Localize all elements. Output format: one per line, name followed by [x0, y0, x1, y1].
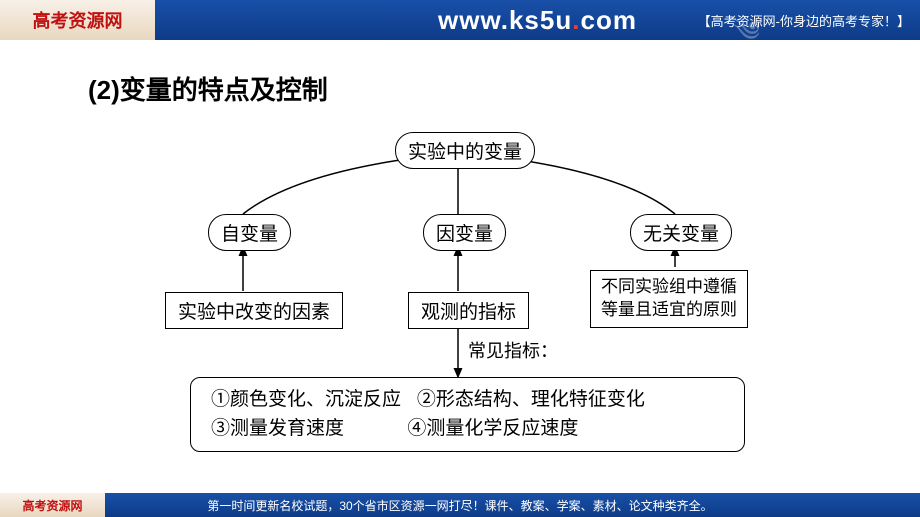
node-root: 实验中的变量 — [395, 132, 535, 169]
footer-text: 第一时间更新名校试题，30个省市区资源一网打尽！课件、教案、学案、素材、论文种类… — [207, 497, 712, 514]
header-bar: 高考资源网 www.ks5u.com ༄ 【高考资源网-你身边的高考专家！】 — [0, 0, 920, 40]
footer-bar: 高考资源网 第一时间更新名校试题，30个省市区资源一网打尽！课件、教案、学案、素… — [0, 493, 920, 517]
page-title: (2)变量的特点及控制 — [88, 70, 840, 107]
ind-3: ③测量发育速度 — [211, 418, 344, 439]
footer-logo: 高考资源网 — [0, 493, 105, 517]
ind-4: ④测量化学反应速度 — [407, 418, 578, 439]
desc-irrelevant-l1: 不同实验组中遵循 — [601, 276, 737, 299]
node-irrelevant: 无关变量 — [630, 214, 732, 251]
node-dependent: 因变量 — [423, 214, 506, 251]
logo-box: 高考资源网 — [0, 0, 155, 40]
content-area: (2)变量的特点及控制 实验中的变量 自变量 因变量 无关变量 实验中改变的因素… — [0, 40, 920, 502]
desc-dependent: 观测的指标 — [408, 292, 529, 329]
desc-irrelevant: 不同实验组中遵循 等量且适宜的原则 — [590, 270, 748, 328]
desc-independent: 实验中改变的因素 — [165, 292, 343, 329]
desc-irrelevant-l2: 等量且适宜的原则 — [601, 299, 737, 322]
variable-diagram: 实验中的变量 自变量 因变量 无关变量 实验中改变的因素 观测的指标 不同实验组… — [120, 132, 800, 472]
ind-2: ②形态结构、理化特征变化 — [417, 389, 645, 410]
url-post: com — [580, 5, 636, 35]
mid-label: 常见指标： — [468, 337, 558, 363]
header-tagline: 【高考资源网-你身边的高考专家！】 — [698, 11, 910, 30]
node-independent: 自变量 — [208, 214, 291, 251]
ind-1: ①颜色变化、沉淀反应 — [211, 389, 401, 410]
url-pre: www.ks5u — [438, 5, 572, 35]
indicators-box: ①颜色变化、沉淀反应 ②形态结构、理化特征变化 ③测量发育速度 ④测量化学反应速… — [190, 377, 745, 452]
